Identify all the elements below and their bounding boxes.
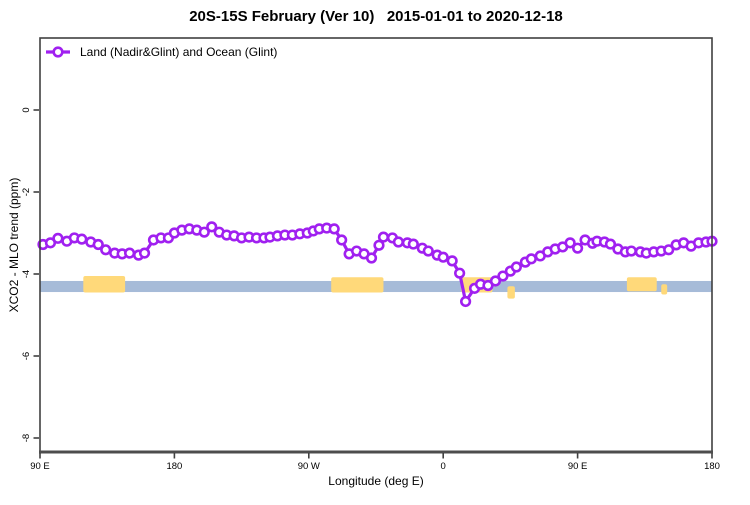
x-tick-label: 90 W: [298, 461, 320, 472]
y-tick-label: -6: [21, 352, 32, 360]
data-point: [437, 251, 449, 263]
data-point: [510, 261, 522, 273]
y-tick-label: -8: [21, 434, 32, 442]
data-point: [100, 244, 112, 256]
y-tick-label: 0: [21, 107, 32, 112]
x-tick-label: 180: [166, 461, 182, 472]
land-patch: [331, 277, 384, 293]
data-point: [446, 255, 458, 267]
data-point: [124, 247, 136, 259]
legend-marker-icon: [46, 46, 70, 58]
data-point: [373, 239, 385, 251]
data-point: [663, 244, 675, 256]
x-tick-label: 90 E: [568, 461, 588, 472]
data-point: [564, 237, 576, 249]
data-point: [525, 253, 537, 265]
land-patch: [507, 286, 515, 299]
land-patch: [661, 284, 668, 295]
land-patch: [83, 276, 126, 293]
y-tick-label: -2: [21, 188, 32, 196]
legend-label: Land (Nadir&Glint) and Ocean (Glint): [80, 45, 278, 59]
data-point: [454, 267, 466, 279]
data-point: [336, 234, 348, 246]
data-point: [604, 238, 617, 250]
data-point: [328, 223, 340, 235]
data-point: [422, 245, 434, 257]
data-point: [392, 236, 405, 248]
y-tick-label: -4: [21, 270, 32, 278]
data-point: [206, 221, 218, 233]
x-axis-title: Longitude (deg E): [328, 474, 424, 488]
data-point: [198, 226, 210, 238]
data-point: [92, 238, 104, 251]
data-point: [365, 252, 378, 264]
data-point: [138, 247, 151, 259]
chart-title: 20S-15S February (Ver 10) 2015-01-01 to …: [189, 8, 563, 25]
data-point: [76, 233, 88, 245]
data-point: [52, 232, 64, 244]
legend: Land (Nadir&Glint) and Ocean (Glint): [45, 45, 277, 59]
data-point: [377, 231, 390, 243]
x-tick-label: 0: [441, 461, 446, 472]
data-point: [489, 275, 502, 287]
y-axis-title: XCO2 - MLO trend (ppm): [7, 177, 21, 313]
data-point: [407, 238, 419, 250]
x-tick-label: 90 E: [30, 461, 50, 472]
data-point: [625, 245, 637, 257]
land-patch: [626, 277, 657, 292]
data-point: [571, 242, 584, 254]
x-tick-label: 180: [704, 461, 720, 472]
data-point: [460, 295, 472, 308]
data-point: [497, 270, 509, 282]
